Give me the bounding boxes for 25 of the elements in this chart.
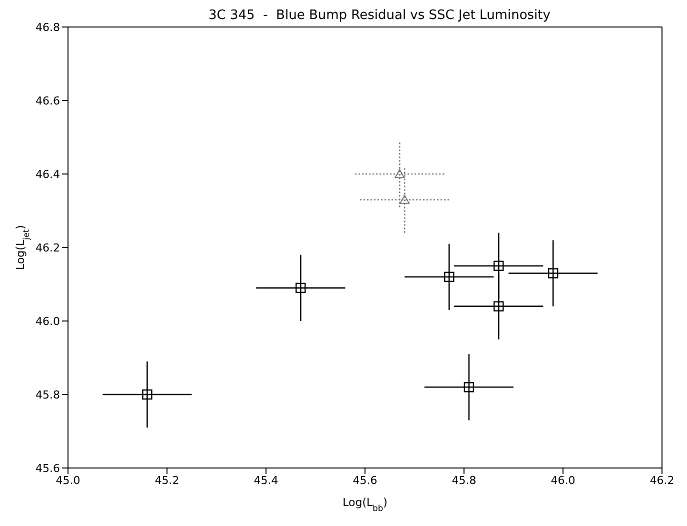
x-tick-label: 45.6 xyxy=(352,474,378,487)
y-tick-label: 45.6 xyxy=(36,462,60,475)
point xyxy=(394,169,405,178)
point xyxy=(464,382,474,392)
point xyxy=(548,268,558,278)
point xyxy=(296,282,306,294)
x-tick-label: 45.0 xyxy=(56,474,80,487)
y-tick-label: 45.8 xyxy=(36,388,60,402)
y-tick-label: 46.4 xyxy=(36,168,60,181)
y-tick-label: 46.0 xyxy=(36,314,60,328)
x-tick-label: 45.2 xyxy=(154,474,180,487)
x-tick-label: 45.4 xyxy=(254,474,278,487)
y-tick-label: 46.2 xyxy=(36,241,60,254)
x-tick-label: 46.0 xyxy=(550,474,576,487)
point xyxy=(494,301,504,312)
x-tick-label: 46.2 xyxy=(650,474,674,487)
point xyxy=(142,389,152,400)
y-tick-label: 46.6 xyxy=(36,94,60,108)
point xyxy=(444,272,454,282)
point xyxy=(494,260,504,271)
x-axis-title: Log(L$_{bb}$) xyxy=(342,496,388,513)
y-tick-label: 46.8 xyxy=(36,20,60,34)
x-tick-label: 45.8 xyxy=(452,474,476,487)
chart-title: 3C 345 - Blue Bump Residual vs SSC Jet Luminosity xyxy=(208,8,552,23)
point xyxy=(400,194,410,204)
